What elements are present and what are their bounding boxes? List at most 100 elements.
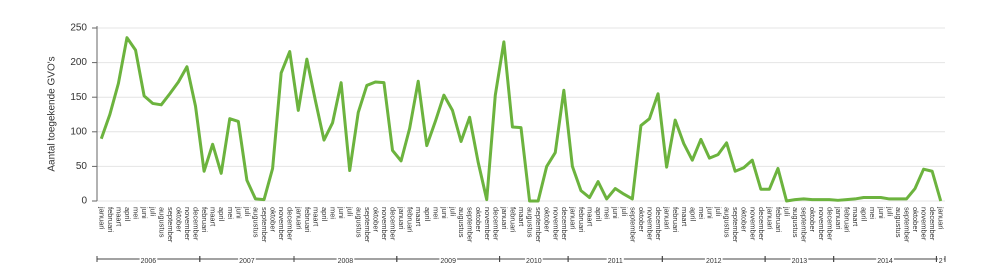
x-tick-label: oktober [474, 207, 483, 233]
year-label: 2011 [608, 258, 623, 265]
x-tick-label: mei [226, 207, 235, 219]
x-tick-label: november [920, 207, 929, 241]
x-tick-label: februari [303, 207, 312, 233]
x-tick-label: oktober [543, 207, 552, 233]
x-tick-label: augustus [457, 207, 466, 238]
y-tick-label: 100 [70, 126, 87, 137]
x-tick-label: mei [603, 207, 612, 219]
x-tick-label: oktober [269, 207, 278, 233]
x-tick-label: oktober [808, 207, 817, 233]
x-tick-label: februari [671, 207, 680, 233]
x-tick-label: juli [783, 206, 792, 217]
x-tick-label: augustus [526, 207, 535, 238]
x-tick-label: oktober [637, 207, 646, 233]
x-tick-label: september [628, 207, 637, 243]
x-tick-label: augustus [157, 207, 166, 238]
x-tick-label: juli [149, 206, 158, 217]
x-tick-label: september [731, 207, 740, 243]
x-tick-label: december [286, 207, 295, 241]
year-label-bg [238, 257, 256, 265]
x-tick-label: februari [774, 207, 783, 233]
x-tick-label: februari [508, 207, 517, 233]
x-tick-label: oktober [911, 207, 920, 233]
x-tick-label: juni [705, 206, 714, 219]
x-tick-label: april [594, 207, 603, 222]
x-tick-label: maart [311, 207, 320, 227]
x-tick-label: november [183, 207, 192, 241]
x-tick-label: november [551, 207, 560, 241]
x-tick-label: maart [414, 207, 423, 227]
year-label: 2012 [706, 258, 722, 265]
x-tick-label: juli [885, 206, 894, 217]
x-tick-label: april [860, 207, 869, 222]
x-tick-label: april [217, 207, 226, 222]
year-label-bg [876, 257, 894, 265]
x-tick-label: oktober [740, 207, 749, 233]
x-tick-label: oktober [371, 207, 380, 233]
x-tick-label: juni [234, 206, 243, 219]
x-tick-label: januari [765, 206, 774, 230]
y-tick-label: 250 [70, 23, 87, 34]
x-tick-label: september [534, 207, 543, 243]
x-tick-label: maart [680, 207, 689, 227]
x-tick-label: december [928, 207, 937, 241]
x-tick-label: oktober [174, 207, 183, 233]
year-label: 2006 [141, 258, 157, 265]
x-tick-label: juni [337, 206, 346, 219]
y-tick-label: 50 [76, 161, 88, 172]
x-tick-label: augustus [894, 207, 903, 238]
data-line [99, 36, 943, 203]
x-tick-label: februari [843, 207, 852, 233]
x-tick-label: november [748, 207, 757, 241]
x-tick-label: juli [448, 206, 457, 217]
x-tick-label: februari [106, 207, 115, 233]
x-tick-label: april [123, 207, 132, 222]
x-tick-label: januari [834, 206, 843, 230]
x-tick-label: december [825, 207, 834, 241]
x-tick-label: juli [714, 206, 723, 217]
year-label: 2 [939, 258, 943, 265]
x-tick-label: januari [937, 206, 946, 230]
x-tick-label: maart [209, 207, 218, 227]
x-tick-label: maart [517, 207, 526, 227]
x-tick-label: mei [132, 207, 141, 219]
year-label-bg [790, 257, 809, 265]
year-label-bg [606, 257, 624, 265]
x-tick-label: september [466, 207, 475, 243]
x-tick-label: juni [877, 206, 886, 219]
x-tick-label: januari [294, 206, 303, 230]
year-label: 2009 [440, 258, 456, 265]
year-label: 2014 [877, 258, 893, 265]
x-tick-label: februari [577, 207, 586, 233]
y-axis-label: Aantal toegekende GVO's [47, 56, 58, 171]
x-tick-label: december [192, 207, 201, 241]
x-tick-label: juli [243, 206, 252, 217]
year-label-bg [937, 257, 944, 265]
x-tick-label: februari [200, 207, 209, 233]
x-tick-label: september [800, 207, 809, 243]
x-tick-label: april [688, 207, 697, 222]
year-label: 2007 [239, 258, 255, 265]
x-tick-label: juni [611, 206, 620, 219]
x-tick-label: december [654, 207, 663, 241]
x-tick-label: november [646, 207, 655, 241]
x-tick-label: mei [697, 207, 706, 219]
x-tick-label: augustus [354, 207, 363, 238]
x-tick-label: mei [868, 207, 877, 219]
x-tick-label: augustus [723, 207, 732, 238]
x-tick-label: september [902, 207, 911, 243]
y-tick-label: 200 [70, 57, 87, 68]
x-tick-label: mei [329, 207, 338, 219]
x-tick-label: maart [851, 207, 860, 227]
x-tick-label: december [560, 207, 569, 241]
year-label-bg [439, 257, 458, 265]
x-tick-label: januari [397, 206, 406, 230]
year-label: 2013 [792, 258, 808, 265]
x-tick-label: december [389, 207, 398, 241]
x-tick-label: november [483, 207, 492, 241]
x-tick-label: juni [440, 206, 449, 219]
x-tick-label: maart [114, 207, 123, 227]
year-label: 2008 [338, 258, 354, 265]
x-tick-label: januari [663, 206, 672, 230]
